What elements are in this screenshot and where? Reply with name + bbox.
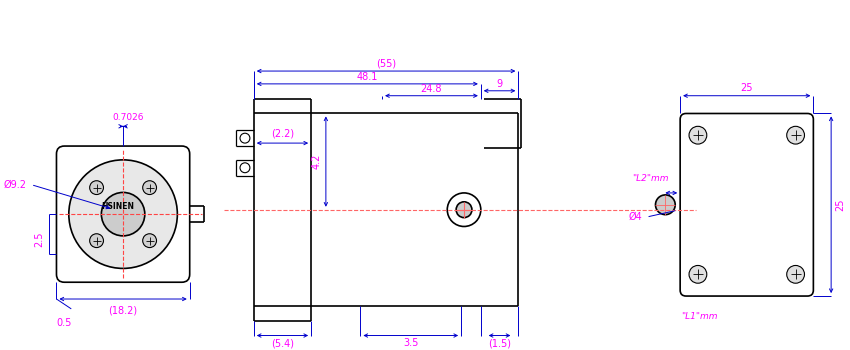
Circle shape — [787, 126, 804, 144]
Circle shape — [787, 265, 804, 283]
Circle shape — [689, 126, 707, 144]
Text: Ø4: Ø4 — [629, 212, 643, 222]
Text: "L2"mm: "L2"mm — [632, 174, 669, 183]
Circle shape — [240, 133, 250, 143]
FancyBboxPatch shape — [680, 113, 813, 296]
Text: HSINEN: HSINEN — [102, 202, 134, 211]
Circle shape — [447, 193, 481, 226]
Text: (55): (55) — [376, 58, 396, 68]
Circle shape — [456, 202, 472, 218]
Text: 25: 25 — [835, 198, 845, 211]
Circle shape — [143, 234, 156, 247]
Text: 0.7026: 0.7026 — [112, 113, 144, 122]
Circle shape — [89, 181, 104, 195]
Text: 2.5: 2.5 — [35, 231, 45, 246]
Text: 25: 25 — [740, 83, 753, 93]
Text: 9: 9 — [496, 79, 502, 89]
Text: 24.8: 24.8 — [421, 84, 442, 94]
Text: 0.5: 0.5 — [57, 318, 72, 328]
Text: 48.1: 48.1 — [357, 72, 378, 82]
Text: (18.2): (18.2) — [109, 306, 138, 316]
Circle shape — [69, 160, 178, 268]
Circle shape — [689, 265, 707, 283]
Text: "L1"mm: "L1"mm — [682, 312, 718, 321]
FancyBboxPatch shape — [56, 146, 190, 282]
Text: 4.2: 4.2 — [312, 154, 322, 169]
Circle shape — [655, 195, 675, 215]
Text: (1.5): (1.5) — [488, 338, 511, 349]
Circle shape — [101, 193, 144, 236]
Text: (5.4): (5.4) — [271, 338, 294, 349]
Text: Ø9.2: Ø9.2 — [4, 180, 27, 190]
Circle shape — [240, 163, 250, 173]
Circle shape — [143, 181, 156, 195]
Text: 3.5: 3.5 — [403, 338, 418, 349]
Text: (2.2): (2.2) — [271, 128, 294, 138]
Circle shape — [89, 234, 104, 247]
